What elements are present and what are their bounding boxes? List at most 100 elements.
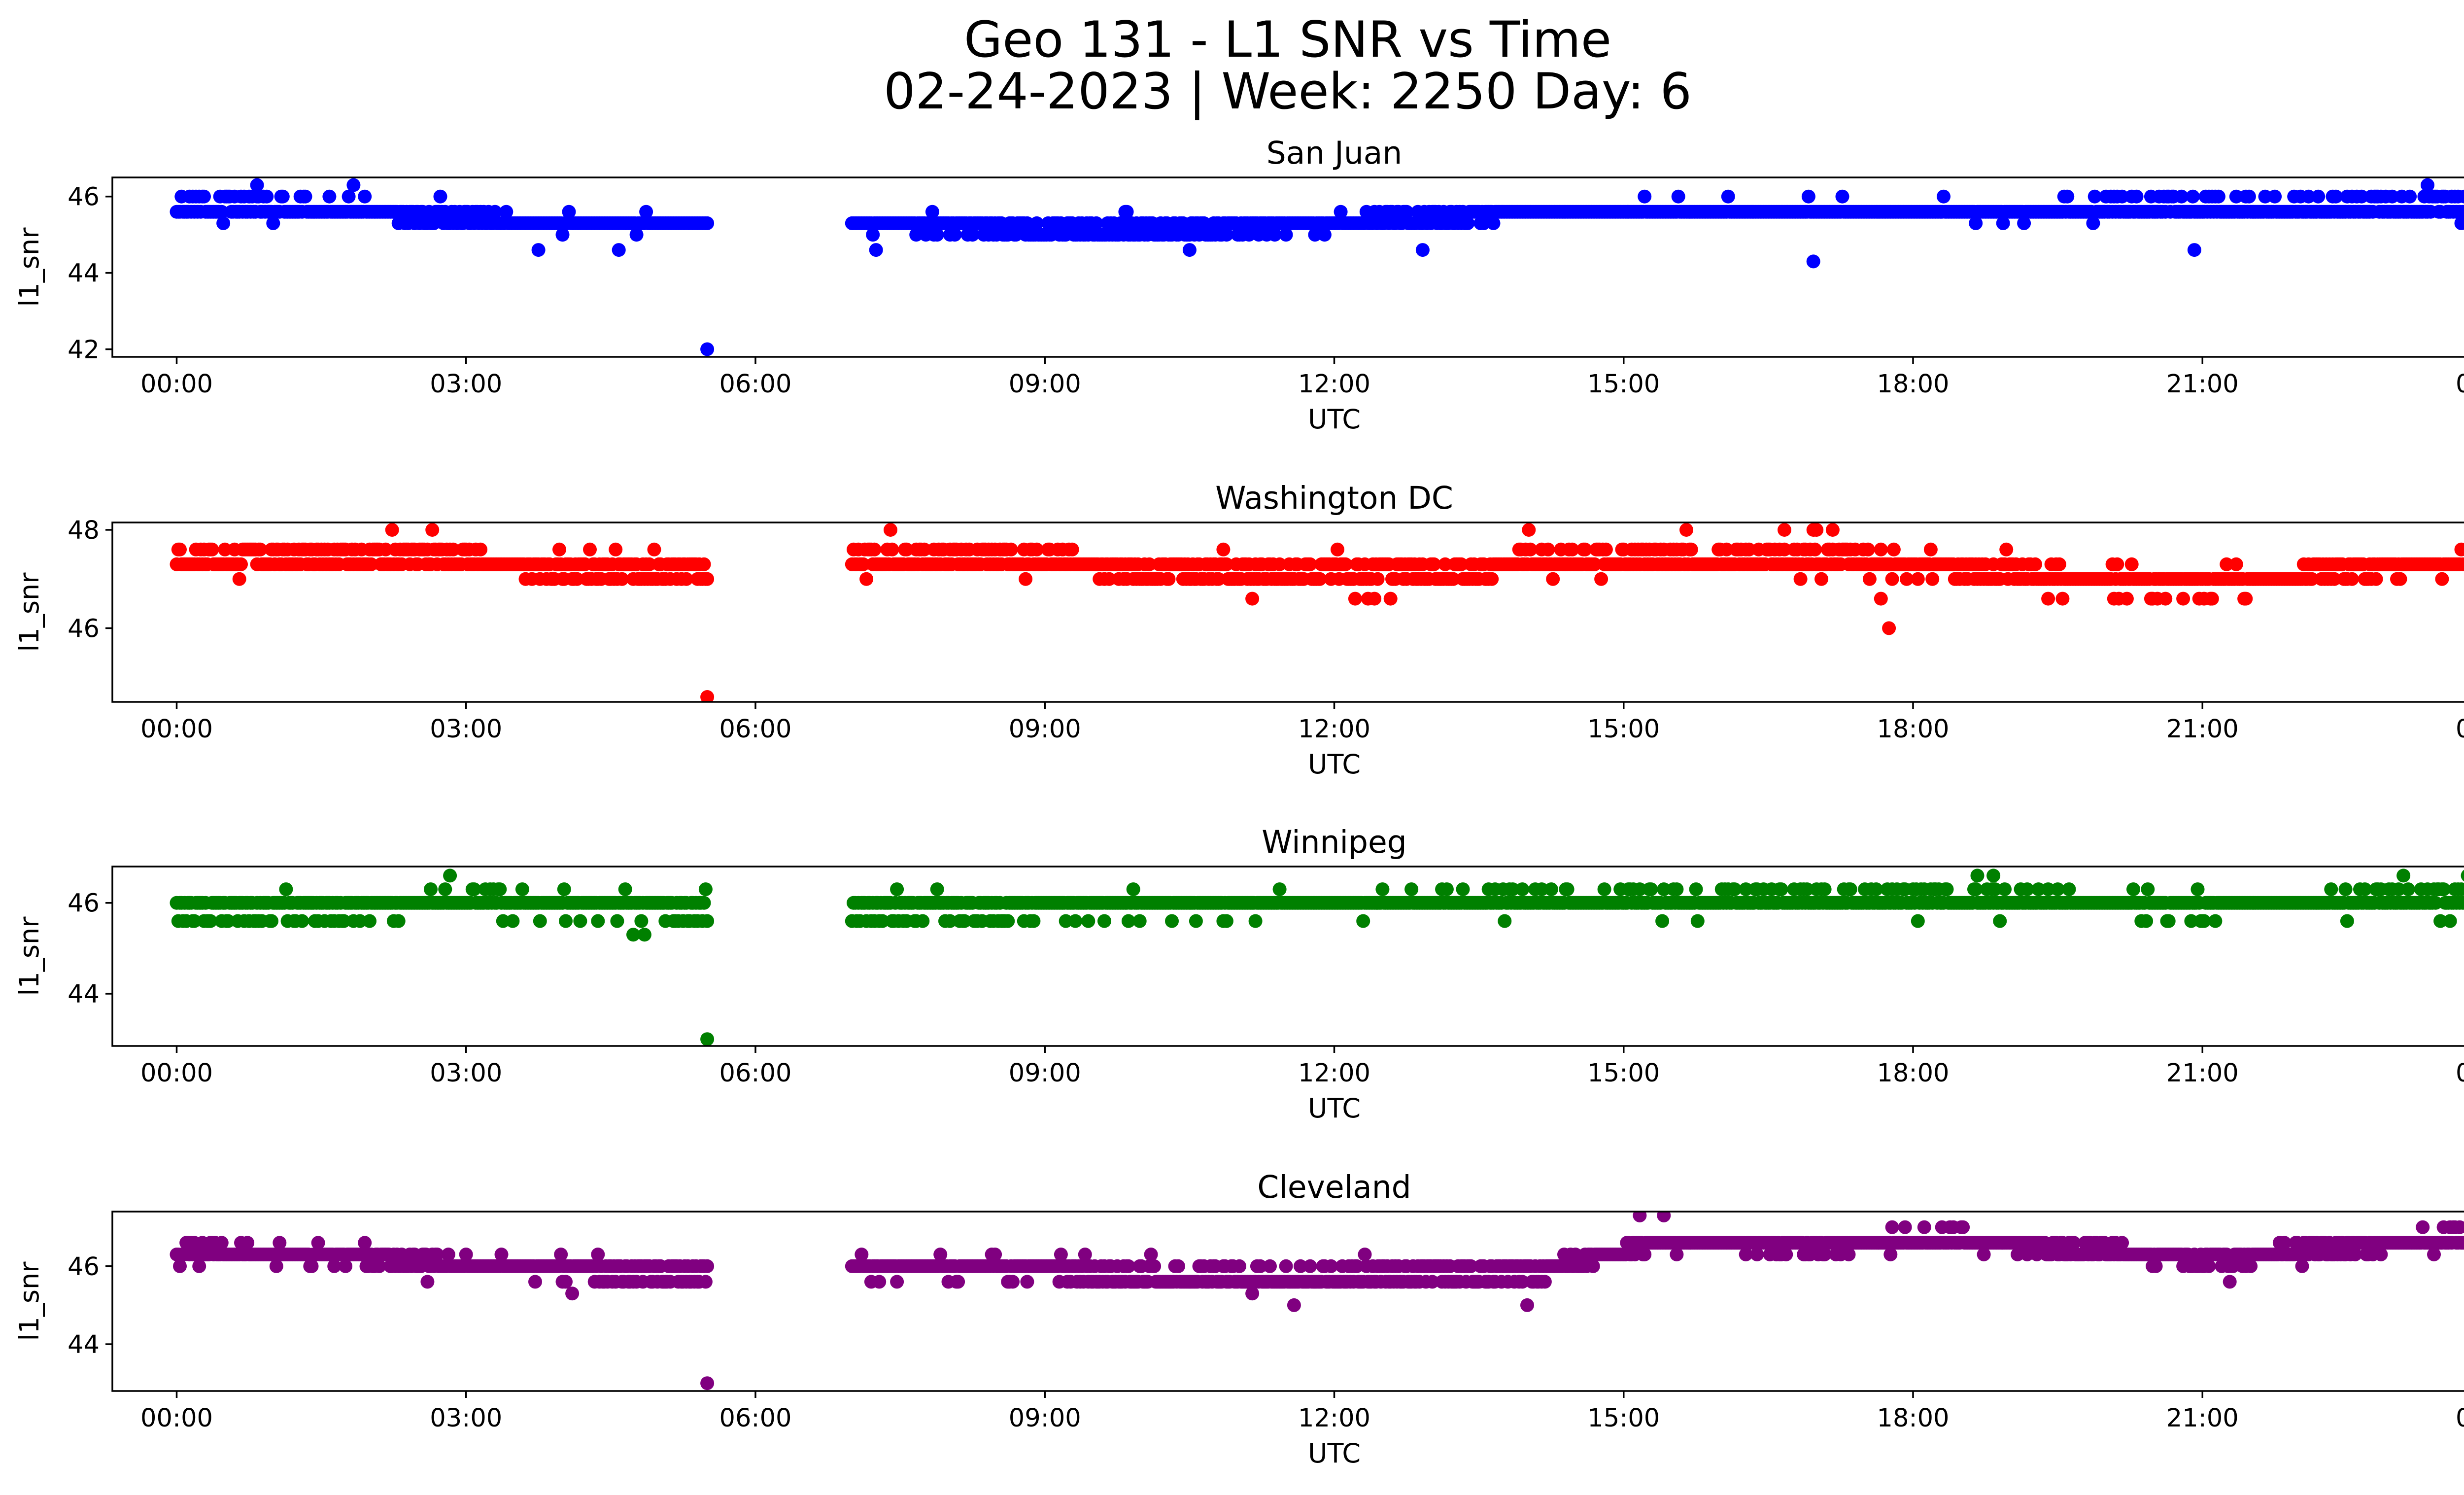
x-axis-label: UTC: [1308, 404, 1361, 435]
data-point: [1120, 205, 1134, 219]
data-point: [433, 189, 447, 204]
data-point: [1439, 882, 1454, 897]
data-point: [1594, 572, 1608, 586]
data-point: [1940, 882, 1954, 897]
data-point: [1476, 216, 1491, 230]
data-point: [1375, 882, 1390, 897]
data-point: [930, 228, 944, 242]
data-point: [1874, 542, 1888, 556]
data-point: [2443, 914, 2457, 928]
data-point: [533, 914, 547, 928]
x-tick-label: 09:00: [1009, 1059, 1081, 1088]
data-point: [1486, 216, 1501, 230]
data-point: [506, 914, 520, 928]
data-point: [1089, 216, 1103, 230]
x-tick-label: 15:00: [1587, 370, 1660, 399]
data-point: [610, 914, 624, 928]
outlier-point: [2461, 869, 2464, 882]
data-point: [1969, 216, 1983, 230]
data-point: [559, 1275, 573, 1289]
data-point: [1670, 882, 1684, 897]
y-tick-label: 46: [68, 614, 100, 643]
data-point: [1338, 557, 1353, 571]
data-point: [1068, 914, 1083, 928]
data-point: [1535, 882, 1549, 897]
data-point: [214, 1236, 229, 1250]
data-point: [2462, 885, 2464, 894]
x-tick-label: 06:00: [719, 1059, 792, 1088]
data-point: [2176, 591, 2190, 606]
data-point: [266, 216, 280, 230]
data-point: [1216, 542, 1231, 556]
data-point: [1263, 1259, 1277, 1273]
data-point: [1147, 1259, 1162, 1273]
data-point: [358, 1236, 372, 1250]
data-point: [1923, 542, 1938, 556]
data-point: [872, 1275, 887, 1289]
outlier-point: [869, 243, 883, 257]
x-tick-label: 00:00: [140, 715, 213, 744]
data-point: [1324, 1259, 1338, 1273]
data-point: [2401, 882, 2415, 897]
data-point: [1937, 189, 1951, 204]
outlier-point: [1806, 254, 1820, 269]
data-point: [1679, 523, 1693, 537]
data-point: [1911, 914, 1925, 928]
data-point: [474, 542, 488, 556]
data-point: [1671, 189, 1685, 204]
data-point: [1400, 205, 1414, 219]
data-point: [218, 542, 232, 556]
data-point: [1219, 228, 1233, 242]
x-tick-label: 03:00: [430, 370, 502, 399]
data-point: [2139, 914, 2154, 928]
data-point: [1684, 542, 1698, 556]
data-point: [173, 542, 187, 556]
data-point: [2429, 896, 2443, 910]
x-tick-label: 21:00: [2166, 715, 2239, 744]
data-point: [1001, 914, 1015, 928]
x-tick-label: 21:00: [2166, 370, 2239, 399]
data-point: [260, 189, 274, 204]
data-point: [1350, 1259, 1364, 1273]
outlier-point: [346, 178, 361, 192]
data-point: [2358, 882, 2372, 897]
data-point: [2120, 591, 2134, 606]
data-point: [2454, 882, 2464, 897]
data-point: [459, 1248, 473, 1261]
data-point: [1793, 572, 1808, 586]
data-point: [2340, 914, 2354, 928]
data-point: [187, 914, 202, 928]
data-point: [2110, 557, 2124, 571]
x-tick-label: 00:00: [2456, 1059, 2464, 1088]
data-point: [378, 542, 393, 556]
data-point: [2220, 557, 2234, 571]
y-tick-label: 44: [68, 980, 100, 1009]
data-point: [1522, 523, 1536, 537]
data-point: [2392, 882, 2406, 897]
data-point: [1568, 1248, 1582, 1261]
data-point: [2433, 914, 2448, 928]
data-point: [2052, 557, 2066, 571]
data-point: [2454, 542, 2464, 556]
scatter-points: [170, 1212, 2464, 1391]
data-point: [2017, 216, 2031, 230]
data-point: [2205, 591, 2219, 606]
data-point: [615, 572, 629, 586]
data-point: [1358, 1248, 1372, 1261]
data-point: [1925, 572, 1940, 586]
x-tick-label: 06:00: [719, 370, 792, 399]
data-point: [2161, 914, 2176, 928]
data-point: [1655, 914, 1670, 928]
data-point: [1303, 1259, 1317, 1273]
data-point: [875, 914, 890, 928]
x-axis-label: UTC: [1308, 749, 1361, 780]
data-point: [642, 557, 656, 571]
data-point: [1331, 542, 1344, 556]
data-point: [2031, 882, 2046, 897]
data-point: [1727, 882, 1742, 897]
data-point: [1774, 882, 1788, 897]
data-point: [2124, 557, 2139, 571]
x-tick-label: 06:00: [719, 715, 792, 744]
data-point: [467, 882, 481, 897]
data-point: [327, 1259, 342, 1273]
